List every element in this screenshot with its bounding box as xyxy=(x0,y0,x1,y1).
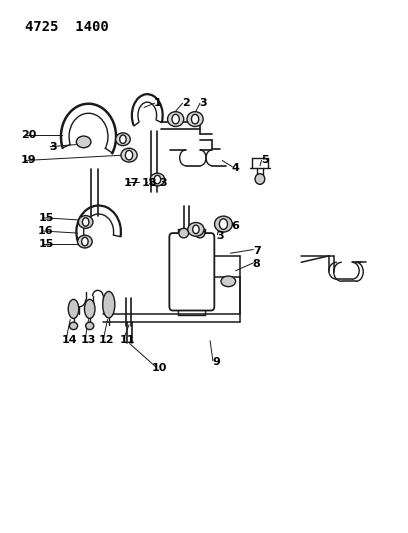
Text: 17: 17 xyxy=(123,177,139,188)
Text: 13: 13 xyxy=(81,335,96,345)
Ellipse shape xyxy=(69,322,78,329)
Text: 16: 16 xyxy=(38,226,54,236)
Text: 2: 2 xyxy=(182,98,190,108)
Ellipse shape xyxy=(78,216,93,228)
Ellipse shape xyxy=(179,228,188,238)
Text: 6: 6 xyxy=(232,221,239,231)
Ellipse shape xyxy=(78,235,92,248)
Text: 10: 10 xyxy=(152,364,167,373)
Ellipse shape xyxy=(221,276,235,287)
Text: 5: 5 xyxy=(261,156,268,165)
Text: 4: 4 xyxy=(232,163,239,173)
Ellipse shape xyxy=(103,292,115,318)
Text: 1: 1 xyxy=(153,98,161,108)
Text: 18: 18 xyxy=(142,177,157,188)
Text: 3: 3 xyxy=(160,177,167,188)
Circle shape xyxy=(82,237,88,246)
Text: 4725  1400: 4725 1400 xyxy=(25,20,109,34)
Circle shape xyxy=(125,150,133,160)
Text: 12: 12 xyxy=(99,335,115,345)
Text: 8: 8 xyxy=(253,259,261,269)
Ellipse shape xyxy=(86,322,94,329)
Text: 14: 14 xyxy=(62,335,77,345)
Text: 3: 3 xyxy=(200,98,207,108)
Text: 15: 15 xyxy=(38,213,53,223)
Ellipse shape xyxy=(168,112,184,126)
Circle shape xyxy=(220,219,228,229)
Text: 20: 20 xyxy=(21,130,37,140)
Circle shape xyxy=(191,114,199,124)
Ellipse shape xyxy=(187,112,203,126)
Ellipse shape xyxy=(188,222,204,236)
Circle shape xyxy=(154,175,161,184)
Ellipse shape xyxy=(121,148,137,162)
Ellipse shape xyxy=(255,174,265,184)
Circle shape xyxy=(82,217,89,226)
Ellipse shape xyxy=(84,300,95,318)
Text: 9: 9 xyxy=(212,357,220,367)
Text: 11: 11 xyxy=(119,335,135,345)
Ellipse shape xyxy=(150,173,165,186)
Text: 3: 3 xyxy=(49,142,57,152)
Ellipse shape xyxy=(68,300,79,318)
Circle shape xyxy=(193,225,199,233)
Circle shape xyxy=(172,114,179,124)
Ellipse shape xyxy=(76,136,91,148)
Ellipse shape xyxy=(115,133,130,146)
Circle shape xyxy=(120,135,126,143)
Text: 7: 7 xyxy=(253,246,261,256)
Ellipse shape xyxy=(195,228,205,238)
Text: 15: 15 xyxy=(38,239,53,249)
Text: 19: 19 xyxy=(21,156,37,165)
FancyBboxPatch shape xyxy=(169,233,214,311)
Ellipse shape xyxy=(215,216,233,232)
Text: 3: 3 xyxy=(216,231,224,241)
